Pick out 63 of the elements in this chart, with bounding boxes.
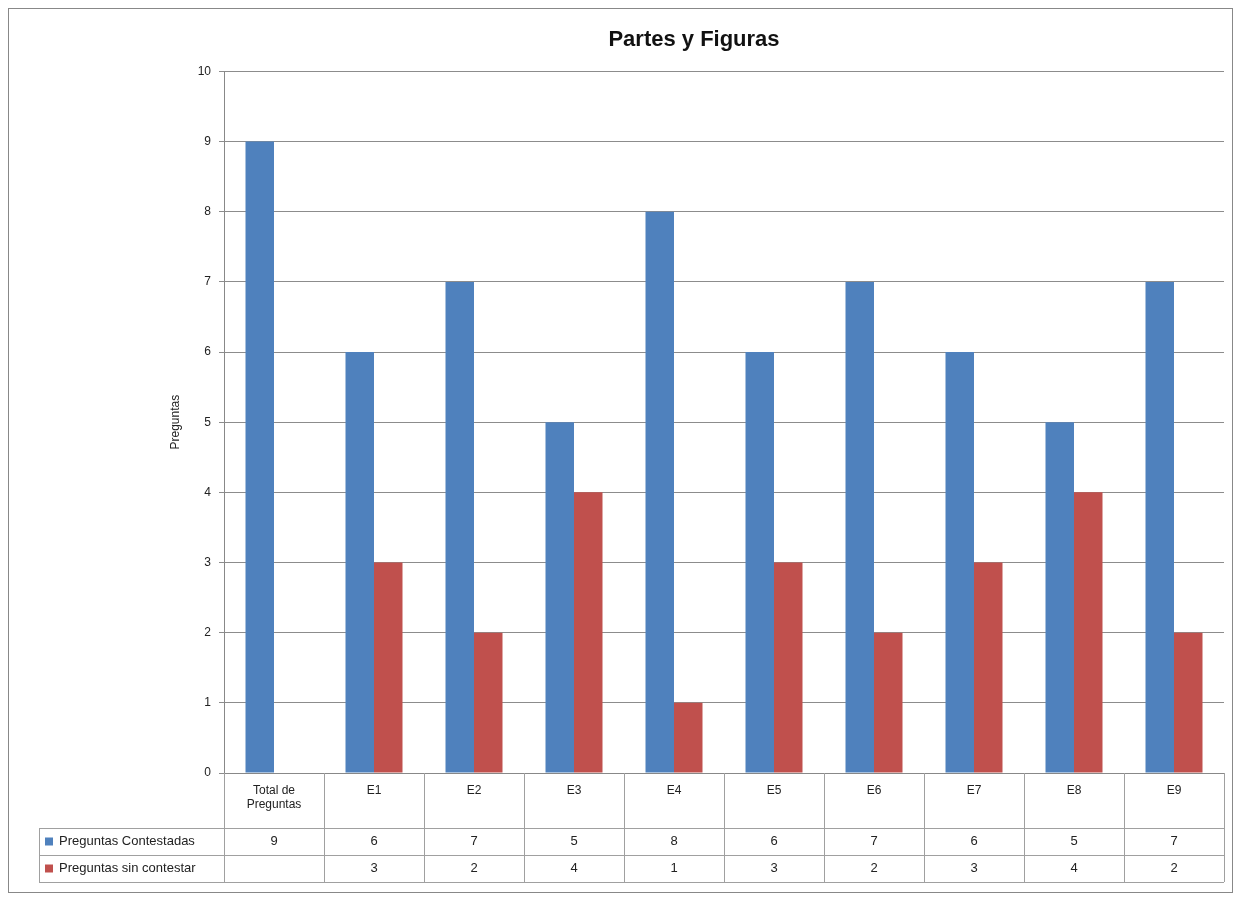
- y-tick-label: 4: [204, 484, 212, 499]
- y-tick-label: 5: [204, 414, 212, 429]
- data-label: 3: [370, 860, 378, 876]
- bar: [745, 352, 774, 773]
- y-tick-label: 1: [204, 695, 212, 710]
- data-label: 7: [1170, 833, 1178, 849]
- data-label: 2: [870, 860, 878, 876]
- bar: [445, 281, 474, 773]
- bar: [645, 211, 674, 773]
- data-label: 7: [470, 833, 478, 849]
- x-tick-label: E9: [1166, 782, 1182, 797]
- x-tick-label: E6: [866, 782, 882, 797]
- legend-label: Preguntas sin contestar: [59, 860, 197, 876]
- y-axis-title: Preguntas: [167, 394, 182, 450]
- bar: [1074, 492, 1103, 773]
- data-label: 1: [670, 860, 678, 876]
- bar: [1174, 632, 1203, 773]
- y-tick-label: 6: [204, 344, 212, 359]
- data-label: 2: [470, 860, 478, 876]
- data-label: 8: [670, 833, 678, 849]
- x-tick-label: E2: [466, 782, 482, 797]
- bar: [374, 562, 403, 773]
- y-tick-label: 10: [197, 63, 212, 78]
- data-label: 6: [970, 833, 978, 849]
- bar: [874, 632, 903, 773]
- data-label: 3: [770, 860, 778, 876]
- data-label: 5: [1070, 833, 1078, 849]
- x-tick-label: E7: [966, 782, 982, 797]
- x-tick-label: E1: [366, 782, 382, 797]
- bar: [545, 422, 574, 773]
- bar: [245, 141, 274, 773]
- y-tick-label: 9: [204, 133, 212, 148]
- bar: [674, 702, 703, 773]
- chart-title: Partes y Figuras: [608, 26, 780, 52]
- data-label: 9: [270, 833, 278, 849]
- data-label: 6: [370, 833, 378, 849]
- bar: [474, 632, 503, 773]
- x-tick-label: E8: [1066, 782, 1082, 797]
- bar: [845, 281, 874, 773]
- bar: [974, 562, 1003, 773]
- bar: [574, 492, 603, 773]
- y-tick-label: 7: [204, 274, 212, 289]
- bar: [774, 562, 803, 773]
- data-label: 4: [570, 860, 578, 876]
- x-tick-label: E3: [566, 782, 582, 797]
- bar: [1045, 422, 1074, 773]
- bar: [945, 352, 974, 773]
- x-tick-label: E4: [666, 782, 682, 797]
- data-label: 3: [970, 860, 978, 876]
- bar: [345, 352, 374, 773]
- data-label: 5: [570, 833, 578, 849]
- y-tick-label: 2: [204, 624, 212, 639]
- y-tick-label: 3: [204, 554, 212, 569]
- legend-label: Preguntas Contestadas: [59, 833, 196, 849]
- data-label: 6: [770, 833, 778, 849]
- y-tick-label: 0: [204, 765, 212, 780]
- data-label: 7: [870, 833, 878, 849]
- bar: [1145, 281, 1174, 773]
- data-label: 2: [1170, 860, 1178, 876]
- y-tick-label: 8: [204, 204, 212, 219]
- x-tick-label: Total de Preguntas: [246, 782, 302, 811]
- x-tick-label: E5: [766, 782, 782, 797]
- data-label: 4: [1070, 860, 1078, 876]
